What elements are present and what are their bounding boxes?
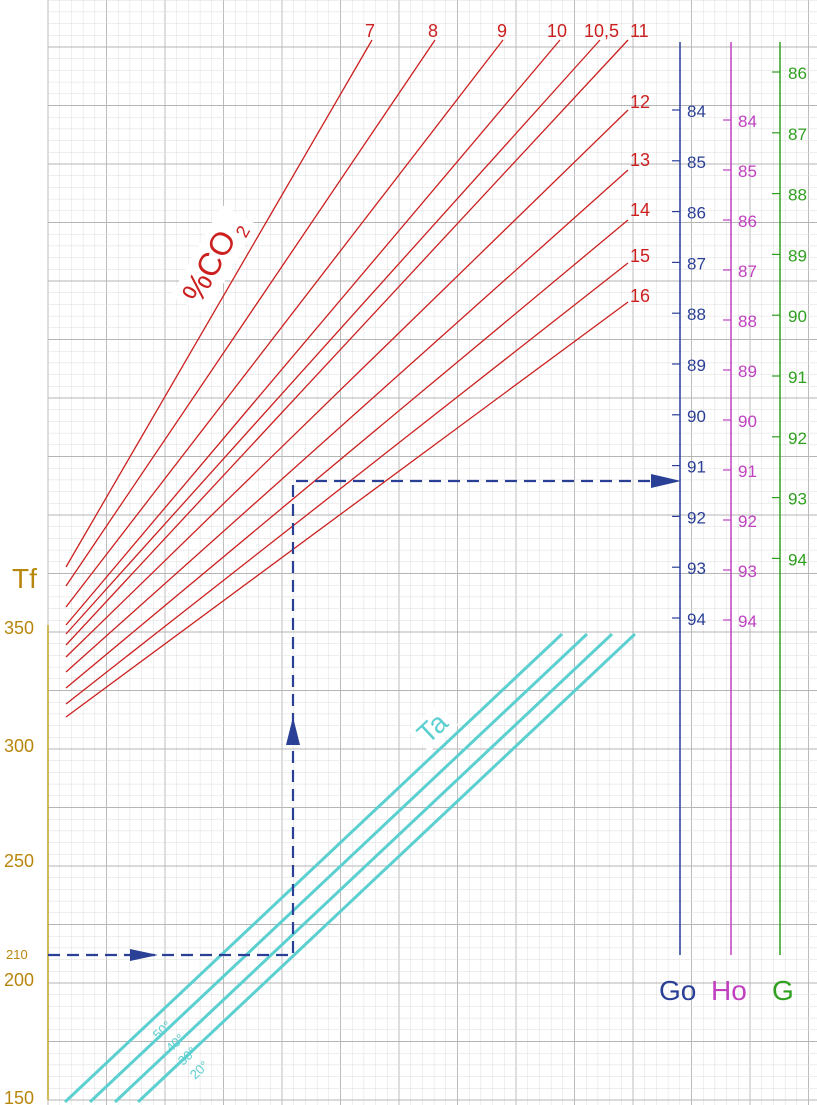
- co2-lines: 7 8 9 10 10,5 11 12 13 14 15 16 %CO 2: [65, 21, 650, 718]
- tf-tick-label: 350: [4, 618, 34, 638]
- co2-line-16: [65, 301, 629, 718]
- scale-tick-label: 87: [788, 125, 807, 144]
- co2-line-label: 10,5: [584, 21, 619, 41]
- scale-tick-label: 90: [788, 307, 807, 326]
- co2-line-14: [65, 219, 629, 689]
- go-scale: 84 85 86 87 88 89 90 91 92 93 94 Go: [659, 42, 706, 1006]
- co2-line-11: [65, 39, 629, 646]
- tf-tick-label: 250: [4, 851, 34, 871]
- scale-tick-label: 91: [788, 368, 807, 387]
- scale-tick-label: 87: [687, 254, 706, 273]
- co2-line-label: 15: [630, 246, 650, 266]
- co2-line-12: [65, 109, 629, 658]
- ta-lines: Ta 50° 40° 30° 20°: [63, 632, 637, 1104]
- scale-tick-label: 94: [687, 610, 706, 629]
- scale-tick-label: 86: [788, 64, 807, 83]
- scale-tick-label: 88: [788, 186, 807, 205]
- scale-tick-label: 85: [738, 162, 757, 181]
- example-path: [48, 474, 681, 961]
- scale-tick-label: 88: [687, 305, 706, 324]
- co2-line-label: 11: [630, 21, 649, 41]
- co2-line-10-5: [65, 39, 601, 635]
- ta-family-label: Ta: [408, 702, 459, 753]
- scale-tick-label: 94: [738, 612, 757, 631]
- scale-tick-label: 87: [738, 262, 757, 281]
- co2-line-label: 10: [547, 21, 567, 41]
- co2-line-7: [65, 39, 373, 568]
- scale-tick-label: 91: [738, 462, 757, 481]
- scale-tick-label: 86: [687, 204, 706, 223]
- co2-line-label: 8: [428, 21, 438, 41]
- co2-line-13: [65, 169, 629, 673]
- scale-tick-label: 91: [687, 458, 706, 477]
- arrow-right-marker: [651, 474, 681, 488]
- tf-tick-label: 200: [4, 970, 34, 990]
- scale-tick-label: 84: [687, 102, 706, 121]
- tf-marker-label: 210: [6, 947, 28, 962]
- co2-line-15: [65, 262, 629, 705]
- co2-line-label: 7: [365, 21, 375, 41]
- arrow-right-marker: [130, 949, 158, 961]
- scale-tick-label: 85: [687, 153, 706, 172]
- g-scale: 86 87 88 89 90 91 92 93 94 G: [772, 42, 807, 1006]
- co2-line-label: 16: [630, 286, 650, 306]
- scale-tick-label: 92: [738, 512, 757, 531]
- scale-tick-label: 89: [687, 356, 706, 375]
- scale-tick-label: 93: [687, 559, 706, 578]
- ta-line-50: [63, 632, 564, 1104]
- tf-tick-label: 300: [4, 736, 34, 756]
- ta-line-30: [113, 632, 614, 1104]
- scale-tick-label: 92: [788, 429, 807, 448]
- co2-line-label: 9: [497, 21, 507, 41]
- co2-line-9: [65, 39, 504, 608]
- ho-scale: 84 85 86 87 88 89 90 91 92 93 94 Ho: [711, 42, 757, 1006]
- ta-line-20: [136, 632, 637, 1104]
- ho-scale-label: Ho: [711, 975, 747, 1006]
- scale-tick-label: 84: [738, 112, 757, 131]
- arrow-up-marker: [286, 717, 300, 745]
- scale-tick-label: 90: [738, 412, 757, 431]
- scale-tick-label: 94: [788, 550, 807, 569]
- go-scale-label: Go: [659, 975, 696, 1006]
- co2-line-label: 13: [630, 150, 650, 170]
- co2-line-10: [65, 39, 561, 626]
- tf-axis-label: Tf: [12, 563, 37, 594]
- scale-tick-label: 88: [738, 312, 757, 331]
- scale-tick-label: 89: [788, 246, 807, 265]
- co2-line-label: 12: [630, 92, 650, 112]
- scale-tick-label: 90: [687, 407, 706, 426]
- g-scale-label: G: [772, 975, 794, 1006]
- ta-line-40: [88, 632, 589, 1104]
- co2-family-label: %CO 2: [170, 204, 257, 316]
- scale-tick-label: 92: [687, 508, 706, 527]
- co2-line-8: [65, 39, 436, 587]
- scale-tick-label: 93: [738, 562, 757, 581]
- tf-axis: Tf 350 300 250 210 200 150: [4, 563, 49, 1105]
- scale-tick-label: 86: [738, 212, 757, 231]
- scale-tick-label: 89: [738, 362, 757, 381]
- scale-tick-label: 93: [788, 490, 807, 509]
- co2-line-label: 14: [630, 200, 650, 220]
- tf-tick-label: 150: [4, 1088, 34, 1105]
